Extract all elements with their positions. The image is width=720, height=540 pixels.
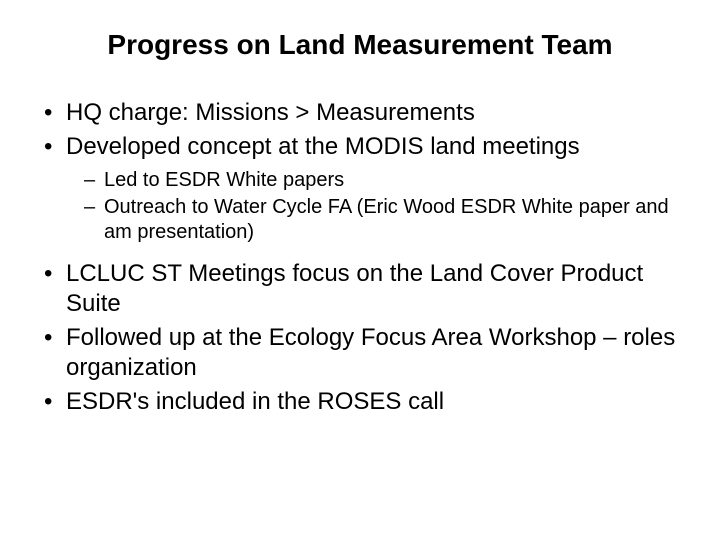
- slide: Progress on Land Measurement Team HQ cha…: [0, 0, 720, 540]
- bullet-list-level1: HQ charge: Missions > Measurements Devel…: [40, 98, 680, 417]
- bullet-text: Led to ESDR White papers: [104, 169, 344, 191]
- bullet-text: ESDR's included in the ROSES call: [66, 388, 444, 415]
- list-item: Outreach to Water Cycle FA (Eric Wood ES…: [84, 195, 680, 245]
- list-item: HQ charge: Missions > Measurements: [40, 98, 680, 128]
- slide-title: Progress on Land Measurement Team: [40, 28, 680, 62]
- bullet-text: HQ charge: Missions > Measurements: [66, 99, 475, 126]
- bullet-text: Outreach to Water Cycle FA (Eric Wood ES…: [104, 196, 669, 243]
- bullet-list-level2: Led to ESDR White papers Outreach to Wat…: [84, 168, 680, 245]
- bullet-text: Developed concept at the MODIS land meet…: [66, 133, 580, 160]
- bullet-text: LCLUC ST Meetings focus on the Land Cove…: [66, 260, 643, 317]
- list-item: ESDR's included in the ROSES call: [40, 387, 680, 417]
- bullet-text: Followed up at the Ecology Focus Area Wo…: [66, 324, 675, 381]
- list-item: Followed up at the Ecology Focus Area Wo…: [40, 323, 680, 383]
- list-item: LCLUC ST Meetings focus on the Land Cove…: [40, 259, 680, 319]
- list-item: Led to ESDR White papers: [84, 168, 680, 193]
- list-item: Developed concept at the MODIS land meet…: [40, 132, 680, 245]
